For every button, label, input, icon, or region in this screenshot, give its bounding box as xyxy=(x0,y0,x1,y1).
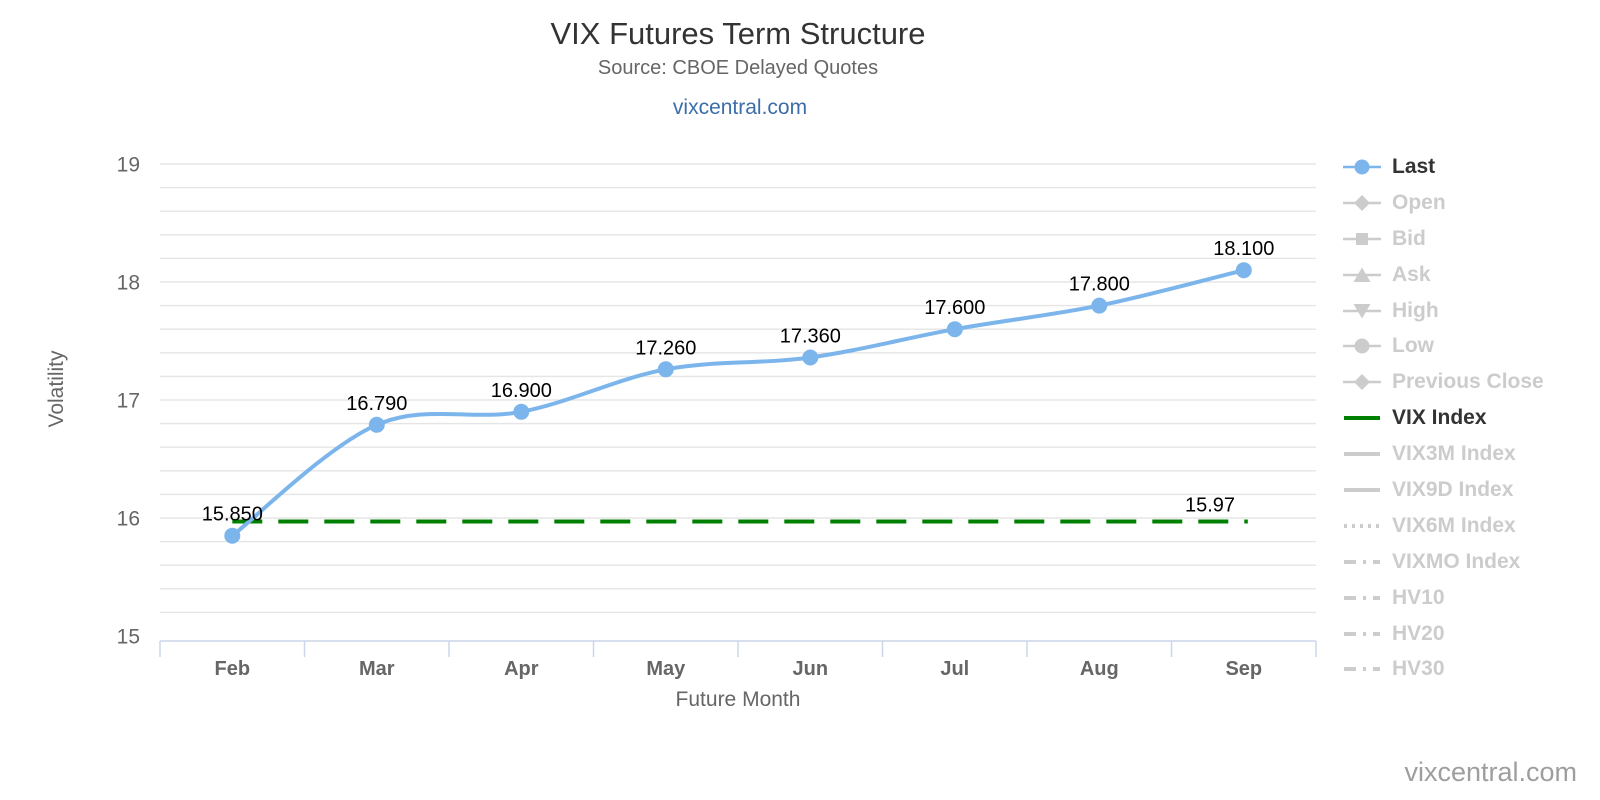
legend-item-hv20[interactable]: HV20 xyxy=(1343,622,1544,646)
legend-item-vix3m-index[interactable]: VIX3M Index xyxy=(1343,442,1544,466)
legend-label: Low xyxy=(1392,334,1434,358)
legend-item-last[interactable]: Last xyxy=(1343,155,1544,179)
last-series-point-jun[interactable] xyxy=(802,349,819,366)
legend-item-high[interactable]: High xyxy=(1343,299,1544,323)
x-axis-month-label: Jun xyxy=(793,658,829,680)
last-series-point-jul[interactable] xyxy=(946,321,963,338)
y-axis-tick-label: 18 xyxy=(117,272,140,295)
y-axis-tick-label: 16 xyxy=(117,508,140,531)
legend-label: HV30 xyxy=(1392,657,1445,681)
legend-label: VIX3M Index xyxy=(1392,442,1516,466)
circle-marker-icon xyxy=(1343,159,1381,175)
last-series-point-aug[interactable] xyxy=(1091,297,1108,314)
chart-subtitle: Source: CBOE Delayed Quotes xyxy=(597,57,879,79)
legend: Last Open Bid Ask High Low Previous Close VIX I… xyxy=(1343,155,1544,693)
chart-title: VIX Futures Term Structure xyxy=(550,16,926,51)
legend-label: Ask xyxy=(1392,262,1431,286)
y-axis-tick-label: 19 xyxy=(117,154,140,177)
last-series-point-mar[interactable] xyxy=(368,416,385,433)
x-axis-month-label: Sep xyxy=(1225,658,1262,680)
line-solid-marker-icon xyxy=(1344,488,1380,493)
triangle-down-marker-icon xyxy=(1343,303,1381,319)
legend-item-hv30[interactable]: HV30 xyxy=(1343,657,1544,681)
legend-label: Open xyxy=(1392,190,1446,214)
y-axis-title: Volatility xyxy=(45,350,68,428)
legend-item-bid[interactable]: Bid xyxy=(1343,227,1544,251)
data-point-label: 17.260 xyxy=(635,337,696,359)
last-series: 15.850 16.790 16.900 17.260 17.360 17.600 17.8… xyxy=(202,238,1274,544)
data-point-label: 18.100 xyxy=(1213,238,1274,260)
last-series-point-feb[interactable] xyxy=(224,527,241,544)
legend-label: HV10 xyxy=(1392,585,1445,609)
legend-label: VIX6M Index xyxy=(1392,513,1516,537)
vix-index-series: 15.97 xyxy=(232,495,1248,524)
x-axis-month-label: May xyxy=(646,658,686,680)
legend-item-open[interactable]: Open xyxy=(1343,191,1544,215)
x-axis-month-label: Aug xyxy=(1080,658,1119,680)
legend-label: High xyxy=(1392,298,1439,322)
y-axis-tick-label: 15 xyxy=(117,626,140,649)
x-axis-month-label: Mar xyxy=(359,658,395,680)
legend-item-vix-index[interactable]: VIX Index xyxy=(1343,406,1544,430)
last-series-point-may[interactable] xyxy=(657,361,674,378)
vix-index-value-label: 15.97 xyxy=(1185,495,1235,517)
x-axis-month-label: Apr xyxy=(504,658,539,680)
data-point-label: 15.850 xyxy=(202,504,263,526)
legend-item-hv10[interactable]: HV10 xyxy=(1343,586,1544,610)
legend-label: VIX Index xyxy=(1392,406,1487,430)
legend-label: HV20 xyxy=(1392,621,1445,645)
line-solid-marker-icon xyxy=(1344,416,1380,421)
vixcentral-header-link[interactable]: vixcentral.com xyxy=(672,96,808,119)
triangle-up-marker-icon xyxy=(1343,267,1381,282)
x-axis-month-label: Jul xyxy=(940,658,969,680)
watermark-credits-link[interactable]: vixcentral.com xyxy=(1404,757,1577,787)
last-series-point-apr[interactable] xyxy=(513,403,530,420)
line-dashdot-marker-icon xyxy=(1344,595,1380,600)
legend-item-vix9d-index[interactable]: VIX9D Index xyxy=(1343,478,1544,502)
x-axis-month-label: Feb xyxy=(215,658,251,680)
y-axis-tick-label: 17 xyxy=(117,390,140,413)
square-marker-icon xyxy=(1343,232,1381,245)
line-dashdot-marker-icon xyxy=(1344,631,1380,636)
legend-item-vixmo-index[interactable]: VIXMO Index xyxy=(1343,550,1544,574)
x-axis xyxy=(159,640,1317,657)
data-point-label: 16.900 xyxy=(491,380,552,402)
data-point-label: 16.790 xyxy=(346,393,407,415)
legend-item-low[interactable]: Low xyxy=(1343,334,1544,358)
data-point-label: 17.360 xyxy=(780,326,841,348)
legend-label: Bid xyxy=(1392,226,1426,250)
line-dotted-marker-icon xyxy=(1344,523,1380,528)
legend-label: VIX9D Index xyxy=(1392,478,1514,502)
line-dashdot-marker-icon xyxy=(1344,667,1380,672)
legend-label: VIXMO Index xyxy=(1392,549,1521,573)
x-axis-title: Future Month xyxy=(676,688,801,711)
legend-item-previous-close[interactable]: Previous Close xyxy=(1343,370,1544,394)
legend-item-vix6m-index[interactable]: VIX6M Index xyxy=(1343,514,1544,538)
diamond-marker-icon xyxy=(1343,374,1381,391)
data-point-label: 17.800 xyxy=(1069,274,1130,296)
diamond-marker-icon xyxy=(1343,194,1381,211)
legend-label: Previous Close xyxy=(1392,370,1544,394)
line-dashdot-marker-icon xyxy=(1344,559,1380,564)
last-series-point-sep[interactable] xyxy=(1235,262,1252,279)
legend-item-ask[interactable]: Ask xyxy=(1343,263,1544,287)
grid-lines xyxy=(160,163,1316,614)
data-point-label: 17.600 xyxy=(924,297,985,319)
legend-label: Last xyxy=(1392,155,1436,178)
line-solid-marker-icon xyxy=(1344,452,1380,457)
circle-marker-icon xyxy=(1343,338,1381,354)
